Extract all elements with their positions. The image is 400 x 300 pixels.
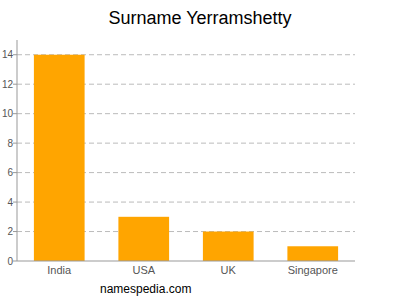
tick-label: 10 — [2, 108, 14, 119]
bar — [287, 246, 338, 261]
tick-label: 6 — [7, 167, 13, 178]
tick-mark — [13, 261, 17, 262]
tick-mark — [13, 143, 17, 144]
tick-label: 4 — [7, 197, 13, 208]
title: Surname Yerramshetty — [108, 8, 291, 28]
category-label: UK — [221, 264, 237, 276]
tick-label: 0 — [7, 256, 13, 267]
tick-label: 8 — [7, 138, 13, 149]
tick-label: 14 — [2, 49, 14, 60]
bars — [34, 55, 338, 261]
tick-mark — [13, 172, 17, 173]
bar — [203, 232, 254, 261]
tick-label: 12 — [2, 79, 14, 90]
tick-mark — [13, 231, 17, 232]
y-axis — [17, 40, 18, 261]
x-axis — [17, 261, 355, 262]
tick-mark — [13, 202, 17, 203]
tick-mark — [13, 54, 17, 55]
tick-label: 2 — [7, 226, 13, 237]
tick-mark — [13, 84, 17, 85]
bar — [34, 55, 85, 261]
chart: Surname Yerramshetty 0 2 4 6 8 10 12 14 India USA U… — [0, 0, 400, 300]
category-label: USA — [132, 264, 155, 276]
category-label: India — [47, 264, 72, 276]
category-label: Singapore — [288, 264, 338, 276]
bar — [118, 217, 169, 261]
tick-mark — [13, 113, 17, 114]
source-note: namespedia.com — [100, 282, 191, 296]
